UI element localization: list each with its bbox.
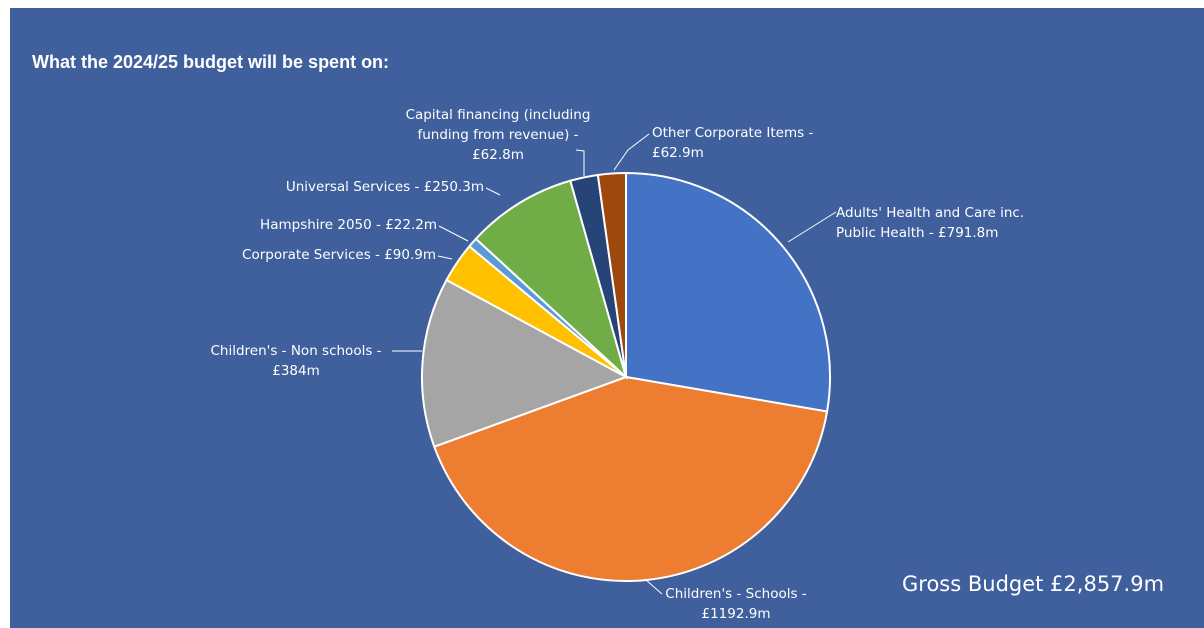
slice-label-line: £62.8m bbox=[472, 147, 524, 163]
slice-label-line: £1192.9m bbox=[702, 606, 771, 622]
leader-line-schools bbox=[645, 579, 663, 595]
slice-label-line: £62.9m bbox=[652, 145, 704, 161]
slice-label-line: Universal Services - £250.3m bbox=[286, 179, 484, 195]
pie-slice-schools bbox=[432, 375, 829, 583]
pie-slices bbox=[421, 171, 832, 583]
slice-labels: Adults' Health and Care inc. Public Healt… bbox=[210, 107, 1024, 622]
leader-line-corporate bbox=[437, 255, 453, 260]
slice-label-corporate: Corporate Services - £90.9m bbox=[242, 247, 436, 263]
pie-slice-adults bbox=[625, 171, 832, 413]
slice-label-line: Other Corporate Items - bbox=[652, 125, 813, 141]
slice-label-nonschools: Children's - Non schools - £384m bbox=[210, 343, 381, 379]
chart-title: What the 2024/25 budget will be spent on… bbox=[32, 52, 390, 72]
leader-line-universal bbox=[485, 187, 501, 196]
slice-label-line: £384m bbox=[272, 363, 320, 379]
leader-line-other bbox=[613, 133, 650, 171]
gross-budget-total: Gross Budget £2,857.9m bbox=[902, 572, 1165, 596]
slice-label-line: Public Health - £791.8m bbox=[836, 225, 998, 241]
slice-label-other: Other Corporate Items - £62.9m bbox=[652, 125, 813, 161]
slice-label-capital: Capital financing (including funding from… bbox=[406, 107, 591, 163]
leader-line-capital bbox=[575, 149, 585, 176]
label-leader-lines bbox=[392, 133, 837, 595]
pie-slice-universal bbox=[474, 179, 628, 381]
slice-label-hampshire: Hampshire 2050 - £22.2m bbox=[260, 217, 437, 233]
leader-line-adults bbox=[787, 211, 837, 243]
slice-label-line: Capital financing (including bbox=[406, 107, 591, 123]
pie-slice-other bbox=[596, 171, 627, 378]
pie-slice-nonschools bbox=[421, 278, 629, 449]
slice-label-adults: Adults' Health and Care inc. Public Healt… bbox=[836, 205, 1024, 241]
slice-label-line: Hampshire 2050 - £22.2m bbox=[260, 217, 437, 233]
slice-label-line: funding from revenue) - bbox=[417, 127, 578, 143]
slice-label-schools: Children's - Schools - £1192.9m bbox=[665, 586, 807, 622]
leader-line-hampshire bbox=[438, 225, 469, 242]
slice-label-line: Corporate Services - £90.9m bbox=[242, 247, 436, 263]
slice-label-line: Children's - Schools - bbox=[665, 586, 807, 602]
slice-label-universal: Universal Services - £250.3m bbox=[286, 179, 484, 195]
slice-label-line: Children's - Non schools - bbox=[210, 343, 381, 359]
slice-label-line: Adults' Health and Care inc. bbox=[836, 205, 1024, 221]
